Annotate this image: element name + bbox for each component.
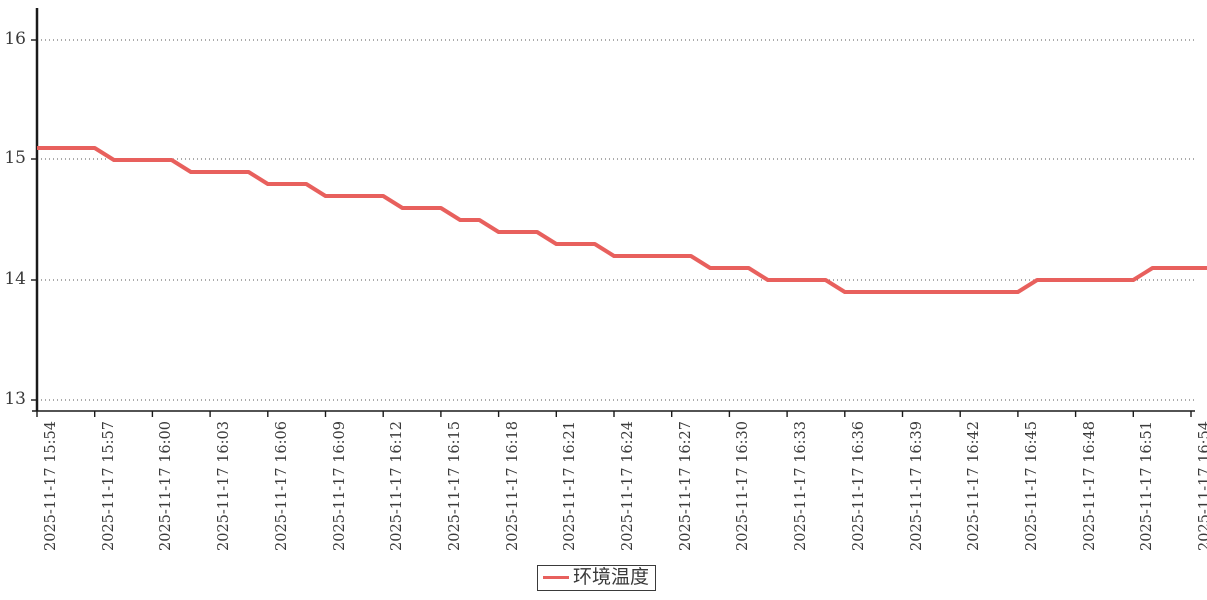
x-tick-label: 2025-11-17 16:33 — [793, 421, 810, 551]
y-tick-label-16: 16 — [4, 29, 26, 49]
x-tick-label: 2025-11-17 16:21 — [562, 421, 579, 551]
x-tick-label: 2025-11-17 16:15 — [446, 421, 463, 551]
x-tick-label: 2025-11-17 16:51 — [1139, 421, 1156, 551]
x-tick-label: 2025-11-17 16:45 — [1023, 421, 1040, 551]
y-axis-ticks — [31, 39, 37, 401]
x-tick-label: 2025-11-17 16:06 — [273, 421, 290, 551]
x-tick-label: 2025-11-17 16:09 — [331, 421, 348, 551]
x-tick-label: 2025-11-17 16:03 — [216, 421, 233, 551]
x-tick-label: 2025-11-17 16:48 — [1081, 421, 1098, 551]
x-tick-label: 2025-11-17 16:36 — [850, 421, 867, 551]
y-tick-label-13: 13 — [4, 389, 26, 409]
x-tick-label: 2025-11-17 16:27 — [677, 421, 694, 551]
x-tick-label: 2025-11-17 16:39 — [908, 421, 925, 551]
legend-label: 环境温度 — [573, 566, 650, 588]
x-tick-label: 2025-11-17 15:54 — [43, 421, 59, 551]
gridlines — [37, 39, 1195, 401]
x-axis-ticks — [36, 411, 1192, 417]
x-tick-label: 2025-11-17 16:24 — [620, 421, 636, 551]
x-tick-label: 2025-11-17 16:12 — [389, 421, 406, 551]
x-tick-label: 2025-11-17 15:57 — [100, 421, 117, 551]
chart-legend[interactable]: 环境温度 — [537, 565, 657, 591]
x-tick-label: 2025-11-17 16:42 — [966, 421, 983, 551]
series-line-ambient-temperature — [37, 146, 1207, 294]
x-tick-label: 2025-11-17 16:30 — [735, 421, 752, 551]
x-tick-label: 2025-11-17 16:54 — [1197, 421, 1207, 551]
x-tick-label: 2025-11-17 16:00 — [158, 421, 175, 551]
y-tick-label-14: 14 — [4, 269, 26, 289]
y-tick-label-15: 15 — [4, 148, 26, 168]
data-series-group — [37, 146, 1207, 294]
x-tick-label: 2025-11-17 16:18 — [504, 421, 521, 551]
legend-color-swatch — [543, 576, 569, 579]
